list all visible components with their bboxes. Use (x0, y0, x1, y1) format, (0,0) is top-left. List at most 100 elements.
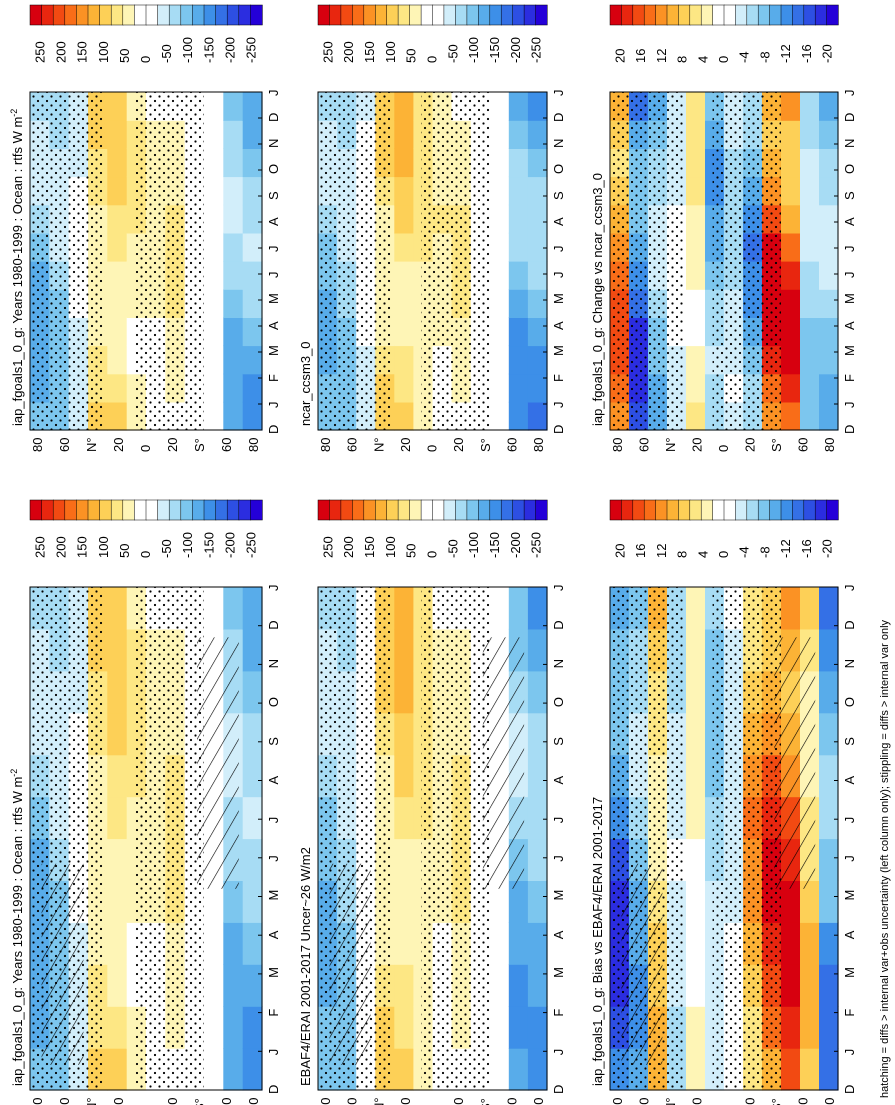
cell (242, 317, 263, 347)
colorbar-swatch (466, 4, 479, 26)
cell (394, 628, 414, 672)
month-tick-label: A (551, 217, 566, 226)
cell (781, 587, 801, 630)
cell (819, 754, 839, 798)
cell (204, 204, 224, 234)
colorbar-swatch (329, 4, 342, 26)
panel-bias_left: 80 60 N° 20 0 20 S° 60 80 D J F M A M J J A S O N D Jiap_fgoal… (590, 499, 857, 1105)
cell (242, 345, 263, 375)
month-tick-label: M (551, 345, 566, 356)
colorbar-label: -250 (529, 37, 544, 63)
cell (527, 838, 548, 881)
panel-model_left: 8060N°20020S°6080DJFMAMJJASONDJiap_fgoal… (9, 499, 281, 1105)
month-tick-label: F (551, 374, 566, 382)
colorbar-swatch (523, 4, 537, 26)
cell (394, 92, 414, 121)
month-tick-label: M (842, 345, 857, 356)
month-tick-label: J (551, 855, 566, 862)
lat-tick-label: 80 (246, 1098, 261, 1105)
cell (686, 148, 706, 178)
month-tick-label: J (842, 272, 857, 279)
cell (508, 1048, 529, 1091)
cell (527, 148, 548, 178)
cell (819, 628, 839, 672)
month-tick-label: F (842, 1009, 857, 1017)
cell (242, 670, 263, 714)
cell (508, 148, 529, 178)
lat-tick-label: N° (371, 1097, 386, 1105)
cell (527, 1006, 548, 1049)
cell (242, 1048, 263, 1091)
month-tick-label: N (266, 659, 281, 668)
cell (527, 289, 548, 318)
cell (819, 373, 839, 403)
colorbar-swatch (655, 499, 668, 521)
lat-tick-label: 60 (345, 438, 360, 452)
cell (686, 712, 706, 756)
cell (204, 120, 224, 149)
month-tick-label: M (842, 890, 857, 901)
colorbar-swatch (535, 499, 548, 521)
cell (819, 838, 839, 881)
cell (686, 261, 706, 290)
cell (489, 204, 510, 234)
cell (394, 261, 414, 290)
cell (508, 176, 529, 206)
lat-tick-label: N° (663, 1097, 678, 1105)
cell (819, 261, 839, 290)
cell (242, 120, 263, 149)
cell (223, 964, 244, 1007)
cell (394, 670, 414, 714)
colorbar-label: 250 (320, 41, 335, 63)
cell (527, 712, 548, 756)
plot-frame (609, 586, 839, 1091)
cell (800, 587, 820, 630)
colorbar-label: -200 (508, 532, 523, 558)
colorbar-swatch (757, 4, 771, 26)
colorbar-swatch (689, 499, 702, 521)
colorbar-swatch (157, 4, 170, 26)
cell (508, 261, 529, 290)
colorbar-swatch (29, 499, 43, 521)
colorbar-label: 16 (633, 49, 648, 63)
cell (800, 964, 820, 1007)
colorbar-swatch (489, 499, 502, 521)
panel-title: iap_fgoals1_0_g: Bias vs EBAF4/ERAI 2001… (590, 797, 605, 1086)
lat-tick-label: 80 (822, 438, 837, 452)
colorbar-swatch (792, 4, 805, 26)
cell (686, 317, 706, 347)
cell (686, 1048, 706, 1091)
hatch-north (329, 863, 371, 1065)
colorbar-swatch (363, 4, 376, 26)
month-tick-label: J (551, 585, 566, 592)
colorbar-swatch (340, 499, 353, 521)
colorbar-swatch (735, 499, 748, 521)
cell (242, 373, 263, 403)
lat-tick-label: 80 (30, 1098, 45, 1105)
panel-title: EBAF4/ERAI 2001-2017 Uncer~26 W/m2 (298, 847, 313, 1086)
plot-frame (29, 91, 263, 431)
cell (242, 289, 263, 318)
cell (204, 922, 224, 965)
colorbar-swatch (41, 499, 54, 521)
colorbar-swatch (700, 4, 714, 26)
colorbar-swatch (64, 4, 78, 26)
cell (107, 922, 128, 965)
colorbar-label: 12 (654, 544, 669, 558)
colorbar-swatch (375, 499, 388, 521)
colorbar-swatch (145, 4, 159, 26)
colorbar-swatch (757, 499, 771, 521)
lat-tick-label: 80 (531, 438, 546, 452)
cell (527, 628, 548, 672)
cell (107, 838, 128, 881)
colorbar-swatch (621, 4, 634, 26)
cell (107, 204, 128, 234)
colorbar-swatch (122, 499, 136, 521)
cell (204, 261, 224, 290)
cell (527, 754, 548, 798)
colorbar-swatch (489, 4, 502, 26)
cell (394, 345, 414, 375)
cell (223, 587, 244, 630)
cell (223, 373, 244, 403)
cell (107, 587, 128, 630)
